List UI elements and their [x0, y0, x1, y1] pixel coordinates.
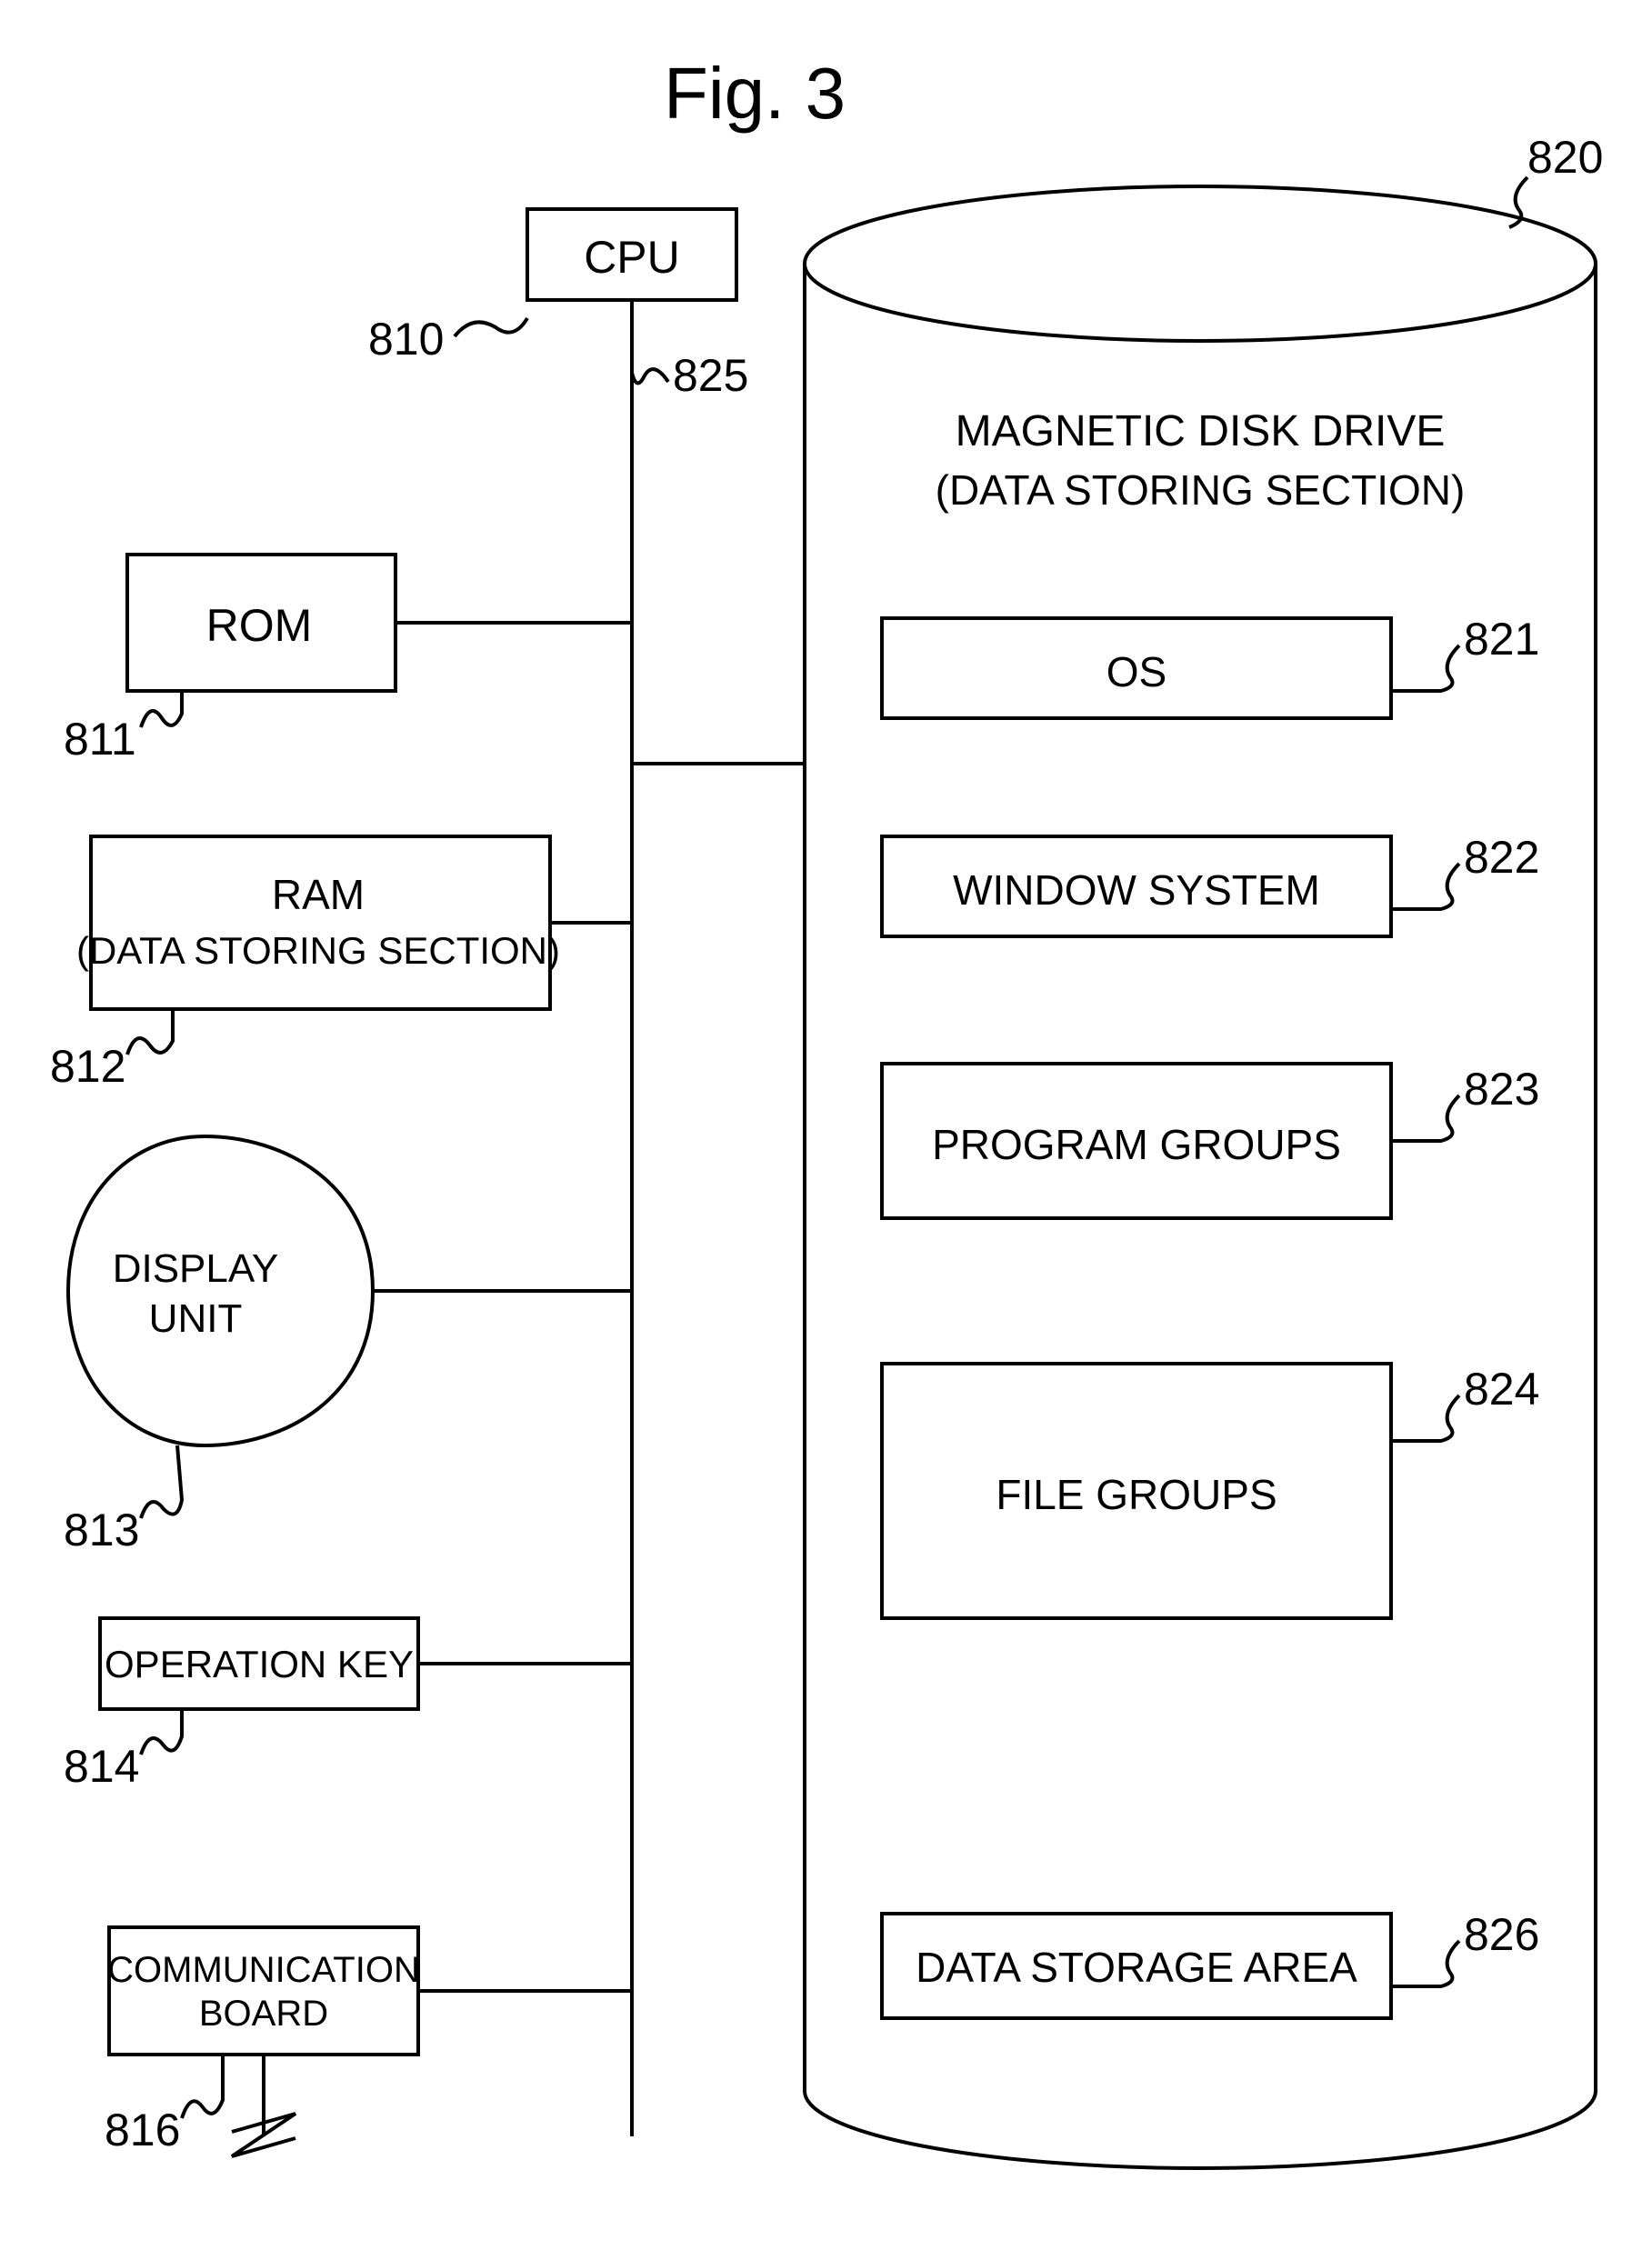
disk-item-os-leader — [1391, 645, 1459, 691]
disk-item-programs: PROGRAM GROUPS — [882, 1064, 1391, 1218]
display-label2: UNIT — [149, 1296, 243, 1341]
bus-ref-leader — [632, 369, 668, 383]
comm-node: COMMUNICATION BOARD — [107, 1927, 632, 2156]
disk-item-window-label: WINDOW SYSTEM — [953, 866, 1320, 914]
bus-ref: 825 — [673, 350, 748, 401]
comm-ref: 816 — [105, 2105, 180, 2155]
display-ref-leader — [141, 1445, 182, 1518]
disk-item-storage-leader — [1391, 1941, 1459, 1986]
comm-label1: COMMUNICATION — [107, 1950, 420, 1990]
disk-item-os: OS — [882, 618, 1391, 718]
disk-item-window: WINDOW SYSTEM — [882, 836, 1391, 936]
disk-item-os-ref: 821 — [1464, 614, 1539, 665]
rom-ref: 811 — [64, 714, 136, 765]
opkey-ref: 814 — [64, 1741, 139, 1792]
diagram-svg: Fig. 3 CPU 810 825 ROM 811 RAM (DATA STO… — [0, 0, 1652, 2260]
disk-item-files-ref: 824 — [1464, 1364, 1539, 1415]
disk-item-window-ref: 822 — [1464, 832, 1539, 883]
disk-title2: (DATA STORING SECTION) — [936, 466, 1466, 514]
disk-item-programs-ref: 823 — [1464, 1064, 1539, 1115]
disk-item-storage: DATA STORAGE AREA — [882, 1914, 1391, 2018]
cpu-node: CPU — [527, 209, 736, 300]
ram-node: RAM (DATA STORING SECTION) — [76, 836, 632, 1009]
ram-ref: 812 — [50, 1041, 125, 1092]
comm-ref-leader — [182, 2056, 223, 2118]
disk-drive-node: MAGNETIC DISK DRIVE (DATA STORING SECTIO… — [805, 186, 1596, 2168]
cpu-ref: 810 — [368, 314, 444, 365]
opkey-ref-leader — [141, 1711, 182, 1755]
disk-item-programs-label: PROGRAM GROUPS — [932, 1121, 1341, 1168]
figure-label: Fig. 3 — [664, 53, 846, 134]
disk-item-storage-ref: 826 — [1464, 1909, 1539, 1960]
opkey-node: OPERATION KEY — [100, 1618, 632, 1709]
ram-label1: RAM — [272, 871, 365, 918]
disk-item-files: FILE GROUPS — [882, 1364, 1391, 1618]
cpu-ref-leader — [455, 318, 527, 336]
disk-item-window-leader — [1391, 864, 1459, 909]
disk-item-storage-label: DATA STORAGE AREA — [916, 1944, 1357, 1991]
disk-title1: MAGNETIC DISK DRIVE — [956, 407, 1446, 455]
opkey-label: OPERATION KEY — [105, 1643, 414, 1685]
cpu-label: CPU — [584, 232, 680, 283]
disk-item-files-label: FILE GROUPS — [996, 1471, 1277, 1518]
disk-ref: 820 — [1527, 132, 1603, 183]
ram-ref-leader — [127, 1011, 173, 1055]
comm-label2: BOARD — [199, 1994, 328, 2034]
rom-label: ROM — [206, 600, 313, 651]
disk-item-os-label: OS — [1106, 648, 1166, 695]
disk-item-files-leader — [1391, 1395, 1459, 1441]
rom-node: ROM — [127, 555, 632, 691]
display-ref: 813 — [64, 1505, 139, 1555]
ram-label2: (DATA STORING SECTION) — [76, 929, 560, 972]
display-node: DISPLAY UNIT — [68, 1136, 632, 1445]
disk-item-programs-leader — [1391, 1095, 1459, 1141]
display-label1: DISPLAY — [113, 1246, 279, 1291]
rom-ref-leader — [141, 691, 182, 727]
